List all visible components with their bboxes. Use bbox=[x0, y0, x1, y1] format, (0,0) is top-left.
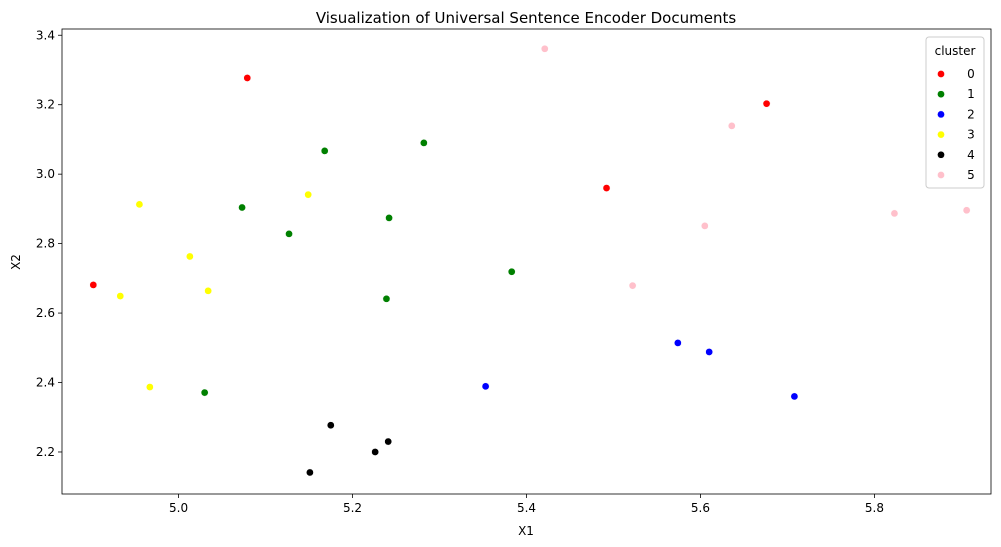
data-point-cluster-0 bbox=[602, 184, 611, 192]
data-point-cluster-0 bbox=[243, 74, 252, 82]
plot-area bbox=[89, 44, 971, 477]
y-tick-label: 2.6 bbox=[36, 306, 55, 320]
legend-label: 1 bbox=[967, 87, 975, 101]
data-point-cluster-5 bbox=[700, 222, 709, 230]
data-point-cluster-5 bbox=[727, 122, 736, 130]
legend-marker-0 bbox=[937, 70, 945, 78]
legend-label: 5 bbox=[967, 168, 975, 182]
x-tick-label: 5.0 bbox=[169, 501, 188, 515]
y-tick-label: 3.2 bbox=[36, 98, 55, 112]
x-axis-label: X1 bbox=[518, 524, 534, 538]
data-point-cluster-1 bbox=[285, 230, 293, 238]
data-point-cluster-1 bbox=[382, 294, 391, 303]
y-tick-label: 2.2 bbox=[36, 445, 55, 459]
y-tick-label: 3.0 bbox=[36, 167, 55, 181]
data-point-cluster-2 bbox=[790, 392, 799, 401]
legend-box bbox=[925, 36, 985, 189]
data-point-cluster-3 bbox=[116, 292, 125, 300]
chart-title: Visualization of Universal Sentence Enco… bbox=[316, 9, 737, 27]
legend-label: 3 bbox=[967, 128, 975, 142]
legend-marker-2 bbox=[937, 110, 945, 119]
data-point-cluster-4 bbox=[326, 421, 335, 430]
y-tick-label: 3.4 bbox=[36, 28, 55, 42]
y-axis: 2.2 2.4 2.6 2.8 3.0 3.2 3.4 bbox=[36, 28, 62, 459]
plot-frame bbox=[61, 28, 992, 495]
legend-marker-4 bbox=[937, 150, 945, 159]
data-point-cluster-3 bbox=[204, 286, 212, 295]
x-tick-label: 5.8 bbox=[865, 501, 884, 515]
legend-marker-1 bbox=[937, 90, 945, 99]
data-point-cluster-0 bbox=[89, 281, 98, 289]
data-point-cluster-4 bbox=[371, 448, 379, 456]
data-point-cluster-5 bbox=[540, 44, 549, 53]
data-point-cluster-3 bbox=[304, 190, 313, 199]
x-tick-label: 5.4 bbox=[517, 501, 536, 515]
y-axis-label: X2 bbox=[9, 254, 23, 270]
legend-title: cluster bbox=[935, 44, 976, 58]
data-point-cluster-3 bbox=[146, 383, 154, 391]
legend-marker-3 bbox=[937, 130, 945, 139]
legend: cluster 0 1 2 3 4 5 bbox=[925, 36, 985, 189]
x-tick-label: 5.6 bbox=[691, 501, 710, 515]
legend-label: 0 bbox=[967, 67, 975, 81]
y-tick-label: 2.8 bbox=[36, 237, 55, 251]
legend-marker-5 bbox=[937, 171, 945, 179]
y-tick-label: 2.4 bbox=[36, 376, 55, 390]
data-point-cluster-3 bbox=[186, 252, 194, 261]
data-point-cluster-1 bbox=[238, 203, 246, 212]
data-point-cluster-2 bbox=[481, 382, 490, 391]
x-axis: 5.0 5.2 5.4 5.6 5.8 bbox=[169, 494, 884, 515]
data-point-cluster-5 bbox=[890, 209, 899, 218]
data-point-cluster-1 bbox=[200, 388, 209, 397]
legend-label: 2 bbox=[967, 107, 975, 121]
data-point-cluster-3 bbox=[135, 200, 144, 209]
data-point-cluster-5 bbox=[628, 281, 637, 290]
x-tick-label: 5.2 bbox=[343, 501, 362, 515]
data-point-cluster-1 bbox=[420, 139, 428, 147]
data-point-cluster-1 bbox=[320, 147, 329, 155]
data-point-cluster-0 bbox=[762, 99, 771, 108]
legend-label: 4 bbox=[967, 148, 975, 162]
data-point-cluster-2 bbox=[705, 348, 714, 356]
data-point-cluster-2 bbox=[674, 339, 682, 347]
data-point-cluster-5 bbox=[962, 206, 971, 215]
data-point-cluster-4 bbox=[306, 468, 314, 477]
data-point-cluster-1 bbox=[507, 267, 516, 276]
data-point-cluster-1 bbox=[385, 214, 393, 222]
data-point-cluster-4 bbox=[384, 437, 393, 446]
